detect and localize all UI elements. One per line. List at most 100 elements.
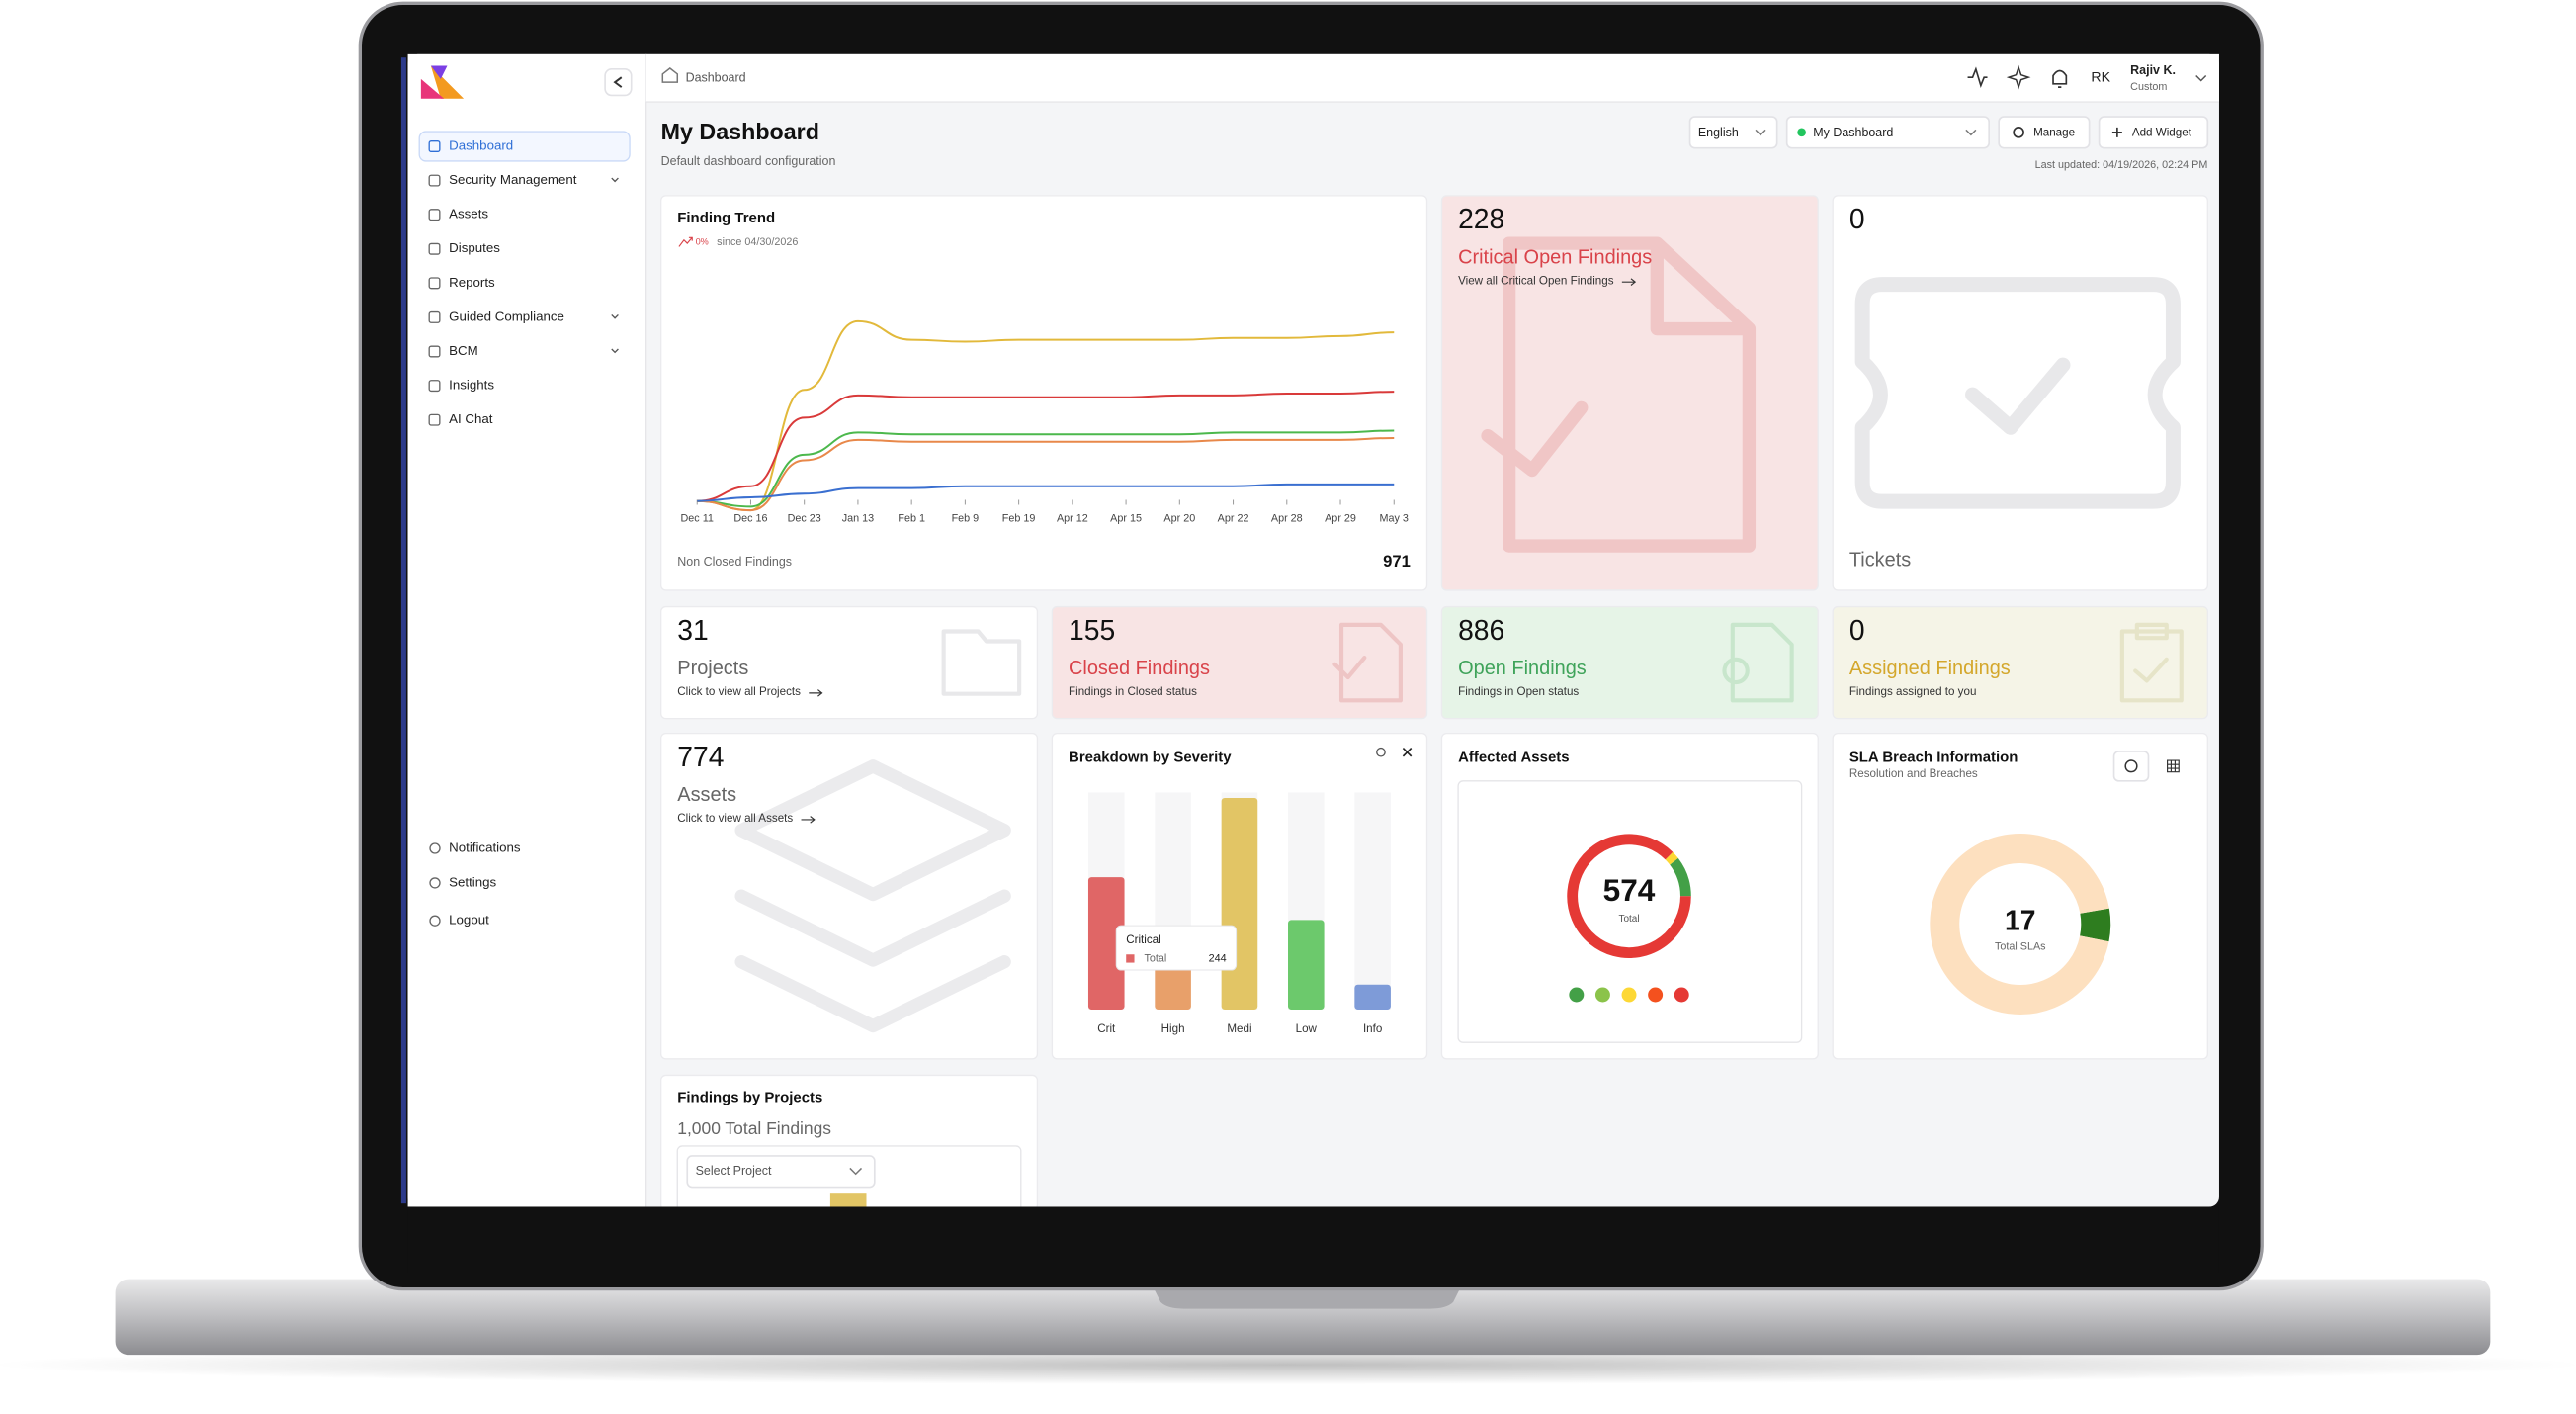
arrow-icon xyxy=(1621,278,1637,286)
donut-total: 17 xyxy=(2005,904,2035,935)
donut-label: Total SLAs xyxy=(1995,941,2046,953)
layers-icon xyxy=(734,759,1011,902)
nav-icon xyxy=(428,277,441,290)
nav-icon xyxy=(428,345,441,358)
collapse-icon xyxy=(613,76,623,88)
stat-card[interactable] xyxy=(1440,195,1819,591)
user-menu-chevron[interactable] xyxy=(2195,74,2207,82)
trend-line xyxy=(697,436,1395,512)
projects-total: 1,000 Total Findings xyxy=(677,1118,831,1138)
nav-item[interactable]: Dashboard xyxy=(449,138,513,153)
stat-card[interactable] xyxy=(659,732,1039,1060)
stat-value: 228 xyxy=(1458,203,1504,234)
project-select[interactable] xyxy=(686,1155,876,1189)
watermarks xyxy=(734,236,2184,1033)
check-icon xyxy=(1481,400,1589,478)
arrow-icon xyxy=(809,689,823,697)
x-tick-label: Crit xyxy=(1097,1022,1116,1035)
nav-item[interactable]: Reports xyxy=(449,275,495,290)
layers-icon xyxy=(734,889,1011,967)
stat-title: Projects xyxy=(677,658,748,679)
x-tick-label: Apr 12 xyxy=(1057,512,1088,524)
nav-icon xyxy=(428,242,441,255)
dashboard-select[interactable] xyxy=(1785,116,1991,149)
bell-icon[interactable] xyxy=(2052,69,2068,88)
stat-title: Open Findings xyxy=(1458,658,1587,679)
trend-line xyxy=(697,429,1395,508)
legend-dot xyxy=(1674,987,1689,1003)
nav-item[interactable]: Security Management xyxy=(449,172,577,187)
folder-icon xyxy=(941,629,1022,696)
home-icon xyxy=(661,67,679,83)
status-dot xyxy=(1797,128,1806,137)
stat-title: Closed Findings xyxy=(1069,658,1210,679)
nav-item[interactable]: BCM xyxy=(449,343,478,358)
layers-icon xyxy=(734,955,1011,1033)
search-icon xyxy=(1722,657,1750,685)
trend-change: 0% xyxy=(696,237,709,247)
content: Dashboard Security Management Assets Disput… xyxy=(407,63,2219,1273)
stat-card[interactable] xyxy=(1440,605,1819,720)
finding-trend-panel xyxy=(659,195,1428,591)
bar xyxy=(1221,797,1258,1010)
nav-item[interactable]: AI Chat xyxy=(449,411,493,426)
nav-item[interactable]: Guided Compliance xyxy=(449,309,564,323)
plus-icon xyxy=(2111,127,2122,137)
page-subtitle: Default dashboard configuration xyxy=(661,154,836,168)
nav-item[interactable]: Insights xyxy=(449,378,494,393)
chevron xyxy=(1755,129,1766,136)
nav-item[interactable]: Assets xyxy=(449,207,488,221)
nav-item[interactable]: Logout xyxy=(449,913,489,928)
activity-icon[interactable] xyxy=(1967,66,1988,88)
sidebar xyxy=(407,53,646,1207)
cards xyxy=(659,195,2208,1211)
nav-icon xyxy=(429,877,441,889)
nav-item[interactable]: Disputes xyxy=(449,240,500,255)
trend-arrow xyxy=(678,236,693,247)
x-tick-label: Dec 16 xyxy=(733,512,767,524)
add-widget-button[interactable] xyxy=(2098,116,2209,149)
stat-card[interactable] xyxy=(1832,605,2208,720)
view-toggle[interactable] xyxy=(2154,751,2192,782)
settings-icon[interactable] xyxy=(1376,747,1386,757)
ai-icon[interactable] xyxy=(2006,64,2031,90)
breadcrumb: Dashboard xyxy=(686,70,746,84)
check-icon xyxy=(1965,357,2071,435)
stat-value: 0 xyxy=(1849,203,1865,234)
nav-icon xyxy=(428,174,441,187)
x-tick-label: Jan 13 xyxy=(842,512,874,524)
nav-item[interactable]: Notifications xyxy=(449,840,521,855)
bar xyxy=(1087,877,1125,1010)
footer-value: 971 xyxy=(1383,552,1411,571)
topbar xyxy=(645,53,2219,103)
nav-item[interactable]: Settings xyxy=(449,874,496,889)
tooltip-value: 244 xyxy=(1209,952,1227,964)
legend-dot xyxy=(1569,987,1585,1003)
stat-subtitle: View all Critical Open Findings xyxy=(1458,274,1614,287)
active-nav xyxy=(418,131,631,162)
shadow xyxy=(0,1345,2576,1385)
document-icon xyxy=(1332,622,1403,703)
sidebar-edge xyxy=(400,57,406,1204)
x-tick-label: Apr 22 xyxy=(1218,512,1249,524)
x-tick-label: Apr 20 xyxy=(1163,512,1195,524)
tooltip xyxy=(1115,925,1238,971)
stat-subtitle: Click to view all Assets xyxy=(677,812,793,825)
stat-card[interactable] xyxy=(1832,195,2208,591)
pie-icon xyxy=(2124,759,2138,773)
chart-frame xyxy=(1457,780,1803,1043)
x-tick-label: Dec 23 xyxy=(788,512,821,524)
manage-button[interactable] xyxy=(1998,116,2091,149)
close-icon[interactable] xyxy=(1402,747,1413,757)
widget-title: Breakdown by Severity xyxy=(1069,749,1232,765)
view-toggle[interactable] xyxy=(2112,751,2150,782)
collapse-button[interactable] xyxy=(604,68,633,97)
laptop-base xyxy=(115,1279,2491,1356)
language-label: English xyxy=(1698,126,1739,139)
bezel-bottom xyxy=(407,1206,2219,1273)
language-select[interactable] xyxy=(1688,116,1778,149)
donut-total: 574 xyxy=(1603,872,1656,908)
stat-title: Assigned Findings xyxy=(1849,658,2011,679)
stat-card[interactable] xyxy=(1051,605,1428,720)
